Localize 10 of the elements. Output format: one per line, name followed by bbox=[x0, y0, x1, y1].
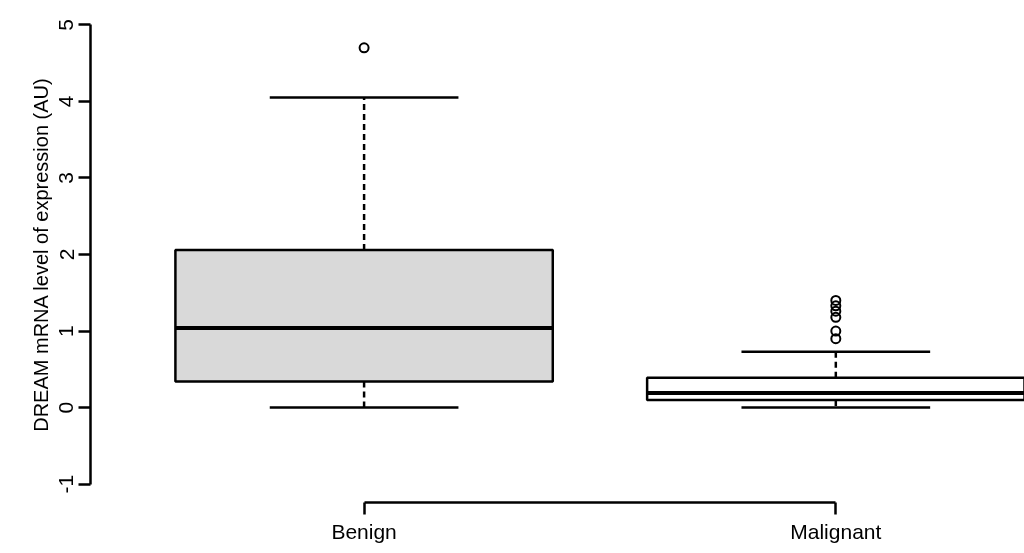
y-tick-label: 4 bbox=[54, 95, 78, 108]
x-tick-label: Benign bbox=[331, 519, 397, 543]
y-tick-label: 2 bbox=[54, 248, 78, 261]
y-tick-label: 0 bbox=[54, 401, 78, 414]
y-tick-label: 1 bbox=[54, 325, 78, 337]
y-tick-label: 3 bbox=[54, 172, 78, 184]
x-tick-label: Malignant bbox=[790, 519, 882, 543]
y-axis-title: DREAM mRNA level of expression (AU) bbox=[29, 78, 52, 432]
y-tick-label: -1 bbox=[54, 474, 78, 494]
y-tick-label: 5 bbox=[54, 19, 78, 31]
